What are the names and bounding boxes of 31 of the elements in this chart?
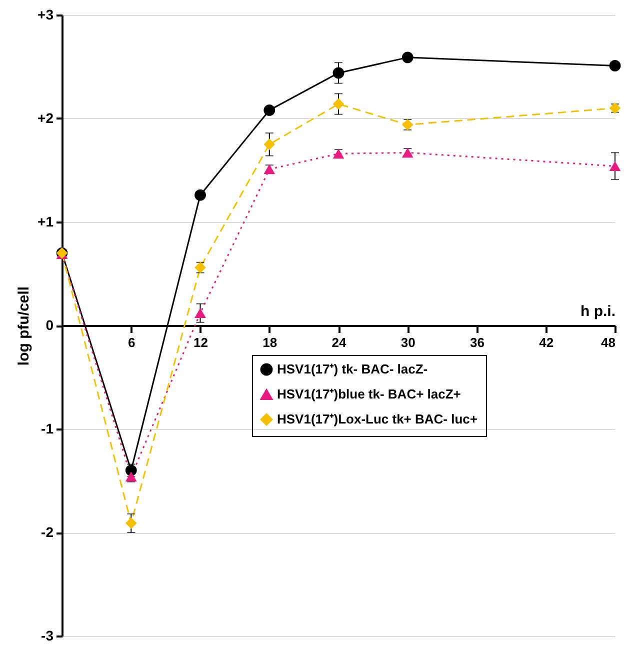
legend-label: HSV1(17⁺)blue tk- BAC+ lacZ+ <box>277 386 462 402</box>
y-tick-label: +3 <box>38 6 54 22</box>
point <box>332 67 344 79</box>
point <box>332 148 344 159</box>
point <box>194 189 206 201</box>
y-tick-label: -2 <box>41 524 54 540</box>
y-axis-title: log pfu/cell <box>16 286 33 366</box>
point <box>264 104 276 116</box>
x-tick-label: 36 <box>470 335 484 350</box>
legend-label: HSV1(17⁺)Lox-Luc tk+ BAC- luc+ <box>277 412 478 426</box>
point <box>609 161 621 172</box>
y-tick-label: +1 <box>38 214 54 230</box>
x-tick-label: 30 <box>400 335 416 350</box>
point <box>264 138 276 150</box>
x-tick-label: 12 <box>194 335 208 350</box>
point <box>402 52 414 64</box>
point <box>125 517 137 529</box>
y-tick-label: +2 <box>38 110 54 126</box>
point <box>609 60 621 72</box>
x-tick-label: 24 <box>332 335 347 350</box>
y-tick-label: -1 <box>41 420 54 436</box>
point <box>332 98 344 110</box>
x-tick-label: 6 <box>128 335 136 350</box>
x-tick-label: 42 <box>539 335 554 350</box>
x-tick-label: 18 <box>262 335 278 350</box>
legend-label: HSV1(17⁺) tk- BAC- lacZ- <box>277 362 428 376</box>
x-tick-label: 48 <box>601 335 616 350</box>
x-axis-title: h p.i. <box>580 303 616 320</box>
y-tick-label: 0 <box>46 317 54 333</box>
point <box>194 308 206 318</box>
y-tick-label: -3 <box>41 628 54 644</box>
